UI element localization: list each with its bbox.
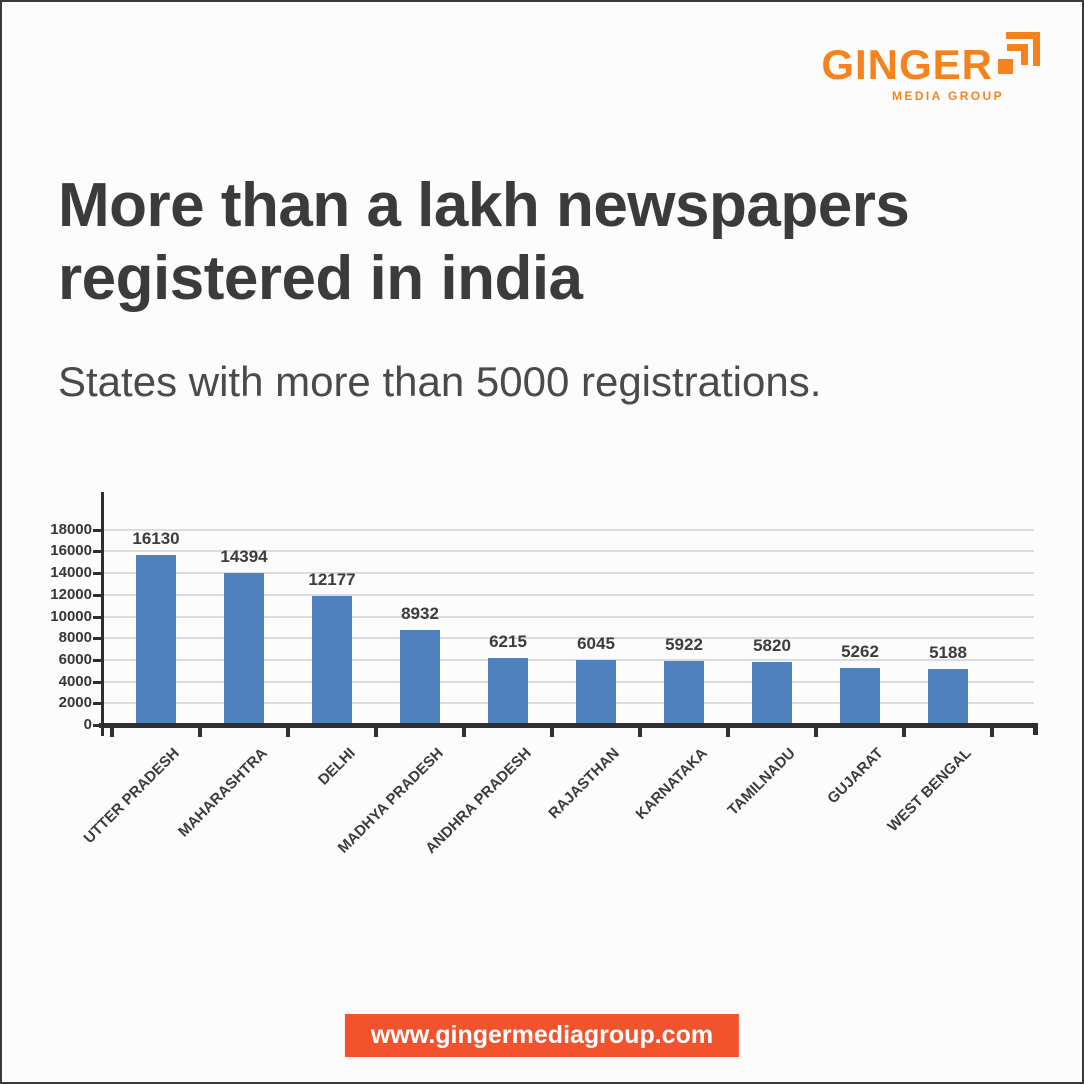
y-axis-tick — [93, 637, 103, 641]
gridline — [103, 572, 1034, 575]
bar-chart: 0 2000 4000 6000 8000 10000 12000 14000 16000 180… — [2, 482, 1082, 922]
gridline — [103, 637, 1034, 640]
y-tick-label: 8000 — [58, 629, 92, 647]
gridline — [103, 658, 1034, 661]
x-axis-end-tick — [1033, 723, 1038, 735]
bar-value-label: 8932 — [401, 604, 439, 623]
x-axis-tick — [990, 728, 994, 737]
y-tick-label: 4000 — [58, 672, 92, 690]
bar-value-label: 5922 — [665, 635, 703, 654]
bar — [928, 669, 968, 723]
x-axis-tick — [198, 728, 202, 737]
bar — [312, 596, 352, 723]
layered-squares-icon — [998, 32, 1040, 74]
x-axis-tick — [638, 728, 642, 737]
x-axis-tick — [286, 728, 290, 737]
page-title: More than a lakh newspapers registered i… — [58, 170, 1048, 315]
bar-value-label: 5820 — [753, 636, 791, 655]
y-axis-tick — [93, 658, 103, 662]
x-tick-label: RAJASTHAN — [545, 744, 623, 823]
x-axis-tick — [462, 728, 466, 737]
bar — [752, 662, 792, 723]
x-axis-tick — [374, 728, 378, 737]
bar — [136, 555, 176, 723]
x-tick-label: ANDHRA PRADESH — [422, 744, 535, 858]
bar — [224, 573, 264, 723]
gridline — [103, 615, 1034, 618]
bar-value-label: 6045 — [577, 634, 615, 653]
x-axis-tick — [110, 728, 114, 737]
gridline — [103, 702, 1034, 705]
bar-value-label: 12177 — [308, 570, 356, 589]
gridline — [103, 680, 1034, 683]
y-axis — [101, 492, 104, 736]
x-tick-label: UTTER PRADESH — [80, 744, 183, 847]
y-tick-label: 6000 — [58, 650, 92, 668]
gridline — [103, 593, 1034, 596]
bar — [576, 660, 616, 723]
gridline — [103, 550, 1034, 553]
x-tick-label: GUJARAT — [824, 744, 887, 808]
x-tick-label: KARNATAKA — [632, 744, 711, 823]
bar — [488, 658, 528, 723]
y-tick-label: 18000 — [50, 520, 92, 538]
x-tick-label: MAHARASHTRA — [175, 744, 271, 841]
ginger-media-logo: GINGER MEDIA GROUP — [821, 32, 1040, 103]
bar-value-label: 16130 — [132, 529, 180, 548]
x-tick-label: TAMILNADU — [724, 744, 799, 819]
x-tick-label: DELHI — [314, 744, 359, 789]
x-axis-tick — [726, 728, 730, 737]
y-axis-tick — [93, 528, 103, 532]
y-tick-label: 0 — [83, 716, 92, 733]
y-tick-label: 2000 — [58, 694, 92, 712]
x-axis — [99, 723, 1038, 728]
x-axis-tick — [902, 728, 906, 737]
y-tick-label: 14000 — [50, 564, 92, 582]
logo-wordmark: GINGER — [821, 41, 993, 88]
y-tick-label: 12000 — [50, 585, 92, 603]
y-tick-label: 10000 — [50, 607, 92, 625]
gridline — [103, 528, 1034, 531]
bar-value-label: 14394 — [220, 547, 268, 566]
y-axis-tick — [93, 724, 103, 727]
page-subtitle: States with more than 5000 registrations… — [58, 358, 822, 405]
bar — [400, 630, 440, 723]
logo-tagline: MEDIA GROUP — [892, 89, 1004, 103]
x-tick-label: MADHYA PRADESH — [334, 744, 447, 857]
x-axis-tick — [814, 728, 818, 737]
bar-value-label: 5188 — [929, 643, 967, 662]
page-title-line2: registered in india — [58, 243, 583, 313]
x-tick-label: WEST BENGAL — [884, 744, 975, 836]
y-axis-tick — [93, 572, 103, 576]
website-url-banner[interactable]: www.gingermediagroup.com — [344, 1014, 740, 1057]
bar — [840, 668, 880, 723]
x-axis-tick — [550, 728, 554, 737]
bar-value-label: 5262 — [841, 642, 879, 661]
page-title-line1: More than a lakh newspapers — [58, 171, 910, 240]
y-axis-tick — [93, 680, 103, 684]
y-tick-label: 16000 — [50, 542, 92, 560]
y-axis-tick — [93, 593, 103, 597]
bar-value-label: 6215 — [489, 632, 527, 651]
y-axis-tick — [93, 702, 103, 706]
y-axis-tick — [93, 550, 103, 554]
bar — [664, 661, 704, 723]
y-axis-tick — [93, 615, 103, 619]
